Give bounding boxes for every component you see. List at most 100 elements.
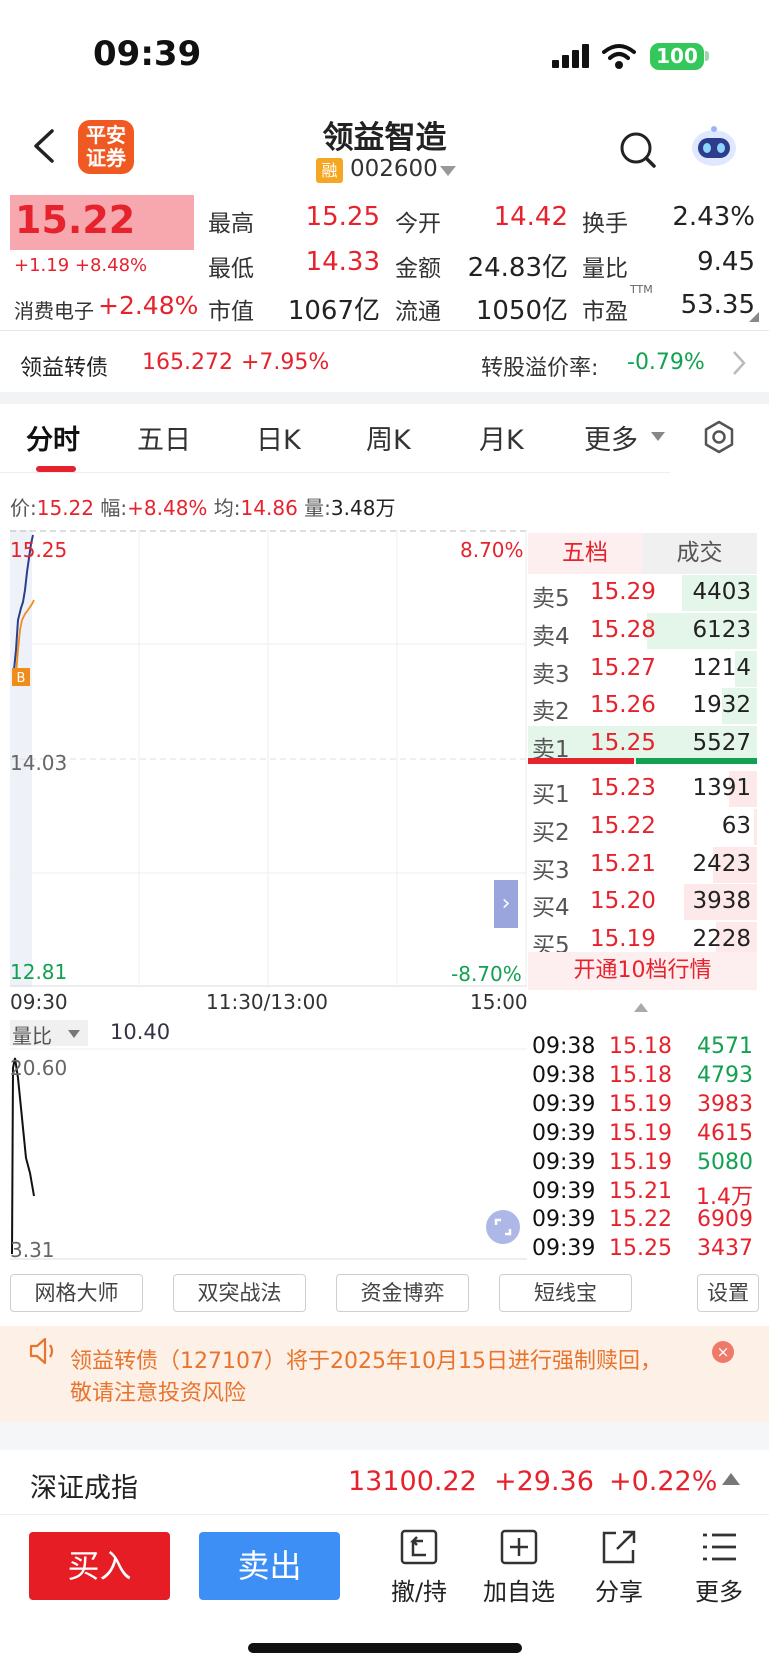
- tick-volume: 1.4万: [696, 1184, 753, 1210]
- level-label: 卖2: [532, 699, 570, 726]
- buy-marker: [12, 668, 30, 686]
- trade-tick-row: 09:39 15.19 5080: [530, 1150, 757, 1179]
- tool-settings[interactable]: 设置: [697, 1274, 759, 1312]
- chevron-up-icon[interactable]: [634, 1003, 648, 1012]
- quote-field-label: 量比: [582, 256, 628, 282]
- level-label: 买4: [532, 895, 570, 922]
- wifi-icon: [602, 44, 636, 69]
- depth-bar: [682, 575, 757, 611]
- buy-button[interactable]: 买入: [29, 1532, 170, 1600]
- level-label: 卖5: [532, 586, 570, 612]
- tick-price: 15.19: [609, 1120, 672, 1146]
- risk-notice-banner[interactable]: [0, 1326, 769, 1422]
- bid-row[interactable]: 买4 15.20 3938: [528, 883, 757, 921]
- quote-field-value: 14.33: [305, 247, 380, 277]
- quote-field-label: 市盈: [582, 299, 628, 325]
- chevron-down-icon[interactable]: [68, 1030, 80, 1038]
- depth-bar: [647, 612, 757, 649]
- sector-change[interactable]: +2.48%: [98, 291, 199, 320]
- chevron-down-icon[interactable]: [440, 166, 456, 176]
- share-button[interactable]: 分享: [574, 1528, 664, 1607]
- tool-grid-master[interactable]: 网格大师: [10, 1274, 143, 1312]
- time-end: 15:00: [470, 990, 528, 1014]
- add-watchlist-button[interactable]: 加自选: [474, 1528, 564, 1607]
- tab-monthly-k[interactable]: 月K: [479, 425, 524, 456]
- quote-field-value: 53.35: [680, 290, 755, 320]
- stock-code[interactable]: 002600: [350, 156, 438, 182]
- close-icon[interactable]: ×: [712, 1341, 734, 1363]
- volume-label: 量:: [304, 496, 331, 520]
- time-mid: 11:30/13:00: [206, 990, 329, 1014]
- tab-intraday[interactable]: 分时: [26, 425, 80, 456]
- chart-y-bottom: 12.81: [10, 960, 68, 984]
- index-name[interactable]: 深证成指: [30, 1473, 138, 1504]
- chart-pct-bottom: -8.70%: [451, 962, 522, 986]
- tick-price: 15.21: [609, 1178, 672, 1204]
- tick-volume: 4793: [697, 1062, 753, 1088]
- expand-corner-icon[interactable]: [749, 312, 759, 322]
- ask-row[interactable]: 卖1 15.25 5527: [528, 725, 757, 763]
- index-change: +29.36: [494, 1466, 594, 1497]
- tick-time: 09:39: [532, 1149, 596, 1175]
- tick-price: 15.19: [609, 1149, 672, 1175]
- tick-price: 15.19: [609, 1091, 672, 1117]
- tool-breakout-strategy[interactable]: 双突战法: [173, 1274, 306, 1312]
- tab-daily-k[interactable]: 日K: [256, 425, 301, 456]
- tool-short-term[interactable]: 短线宝: [499, 1274, 632, 1312]
- average-price-line: [15, 599, 35, 676]
- bid-row[interactable]: 买3 15.21 2423: [528, 846, 757, 884]
- menu-icon: [703, 1533, 736, 1561]
- order-book-tabs: 五档 成交: [528, 533, 757, 574]
- cancel-order-icon: [400, 1529, 438, 1565]
- quote-field-value: 1067亿: [287, 296, 380, 326]
- chevron-up-icon[interactable]: [722, 1473, 740, 1485]
- battery-tip: [705, 51, 709, 61]
- back-icon[interactable]: [30, 128, 56, 164]
- sector-name[interactable]: 消费电子: [14, 299, 94, 323]
- tab-five-day[interactable]: 五日: [137, 425, 191, 456]
- bid-row[interactable]: 买2 15.22 63: [528, 808, 757, 846]
- ask-row[interactable]: 卖3 15.27 1214: [528, 650, 757, 688]
- level-price: 15.28: [590, 616, 656, 643]
- depth-bar: [713, 846, 757, 883]
- share-icon: [602, 1530, 636, 1564]
- fullscreen-icon[interactable]: [486, 1210, 520, 1244]
- ratio-bottom: 3.31: [10, 1238, 55, 1262]
- chevron-right-icon[interactable]: [731, 350, 747, 376]
- level-label: 卖4: [532, 623, 570, 650]
- level-volume: 4403: [692, 579, 751, 605]
- tab-order-levels[interactable]: 五档: [528, 533, 642, 574]
- quote-field-label: 最高: [208, 211, 254, 237]
- tool-fund-game[interactable]: 资金博弈: [336, 1274, 469, 1312]
- depth-bar: [754, 808, 757, 845]
- expand-panel-arrow[interactable]: ›: [494, 880, 518, 928]
- more-button[interactable]: 更多: [674, 1528, 764, 1607]
- summary-price: 15.22: [36, 496, 95, 520]
- ask-row[interactable]: 卖2 15.26 1932: [528, 687, 757, 725]
- search-icon[interactable]: [618, 130, 658, 170]
- ask-row[interactable]: 卖4 15.28 6123: [528, 612, 757, 650]
- chart-y-mid: 14.03: [10, 751, 68, 775]
- ask-row[interactable]: 卖5 15.29 4403: [528, 574, 757, 612]
- sell-button[interactable]: 卖出: [199, 1532, 340, 1600]
- ai-assistant-robot-icon[interactable]: [688, 124, 740, 170]
- tick-volume: 4571: [697, 1034, 753, 1059]
- amplitude-label: 幅:: [100, 496, 128, 520]
- gear-icon[interactable]: [702, 420, 736, 454]
- quote-field-label: 金额: [395, 256, 441, 282]
- tab-trades[interactable]: 成交: [642, 533, 757, 574]
- quote-field-label: 市值: [208, 299, 254, 325]
- bond-name[interactable]: 领益转债: [20, 356, 109, 381]
- level-label: 买2: [532, 819, 570, 846]
- tab-weekly-k[interactable]: 周K: [366, 425, 411, 456]
- intraday-chart[interactable]: B: [10, 530, 527, 987]
- bid-row[interactable]: 买1 15.23 1391: [528, 770, 757, 808]
- chevron-down-icon[interactable]: [651, 432, 665, 441]
- volume-ratio-chart: [10, 1048, 527, 1260]
- cancel-hold-button[interactable]: 撤/持: [374, 1528, 464, 1607]
- average-label: 均:: [213, 496, 241, 520]
- divider: [0, 1514, 769, 1515]
- open-level10-button[interactable]: 开通10档行情: [528, 952, 757, 990]
- tab-more[interactable]: 更多: [584, 425, 638, 456]
- summary-volume: 3.48万: [330, 496, 396, 520]
